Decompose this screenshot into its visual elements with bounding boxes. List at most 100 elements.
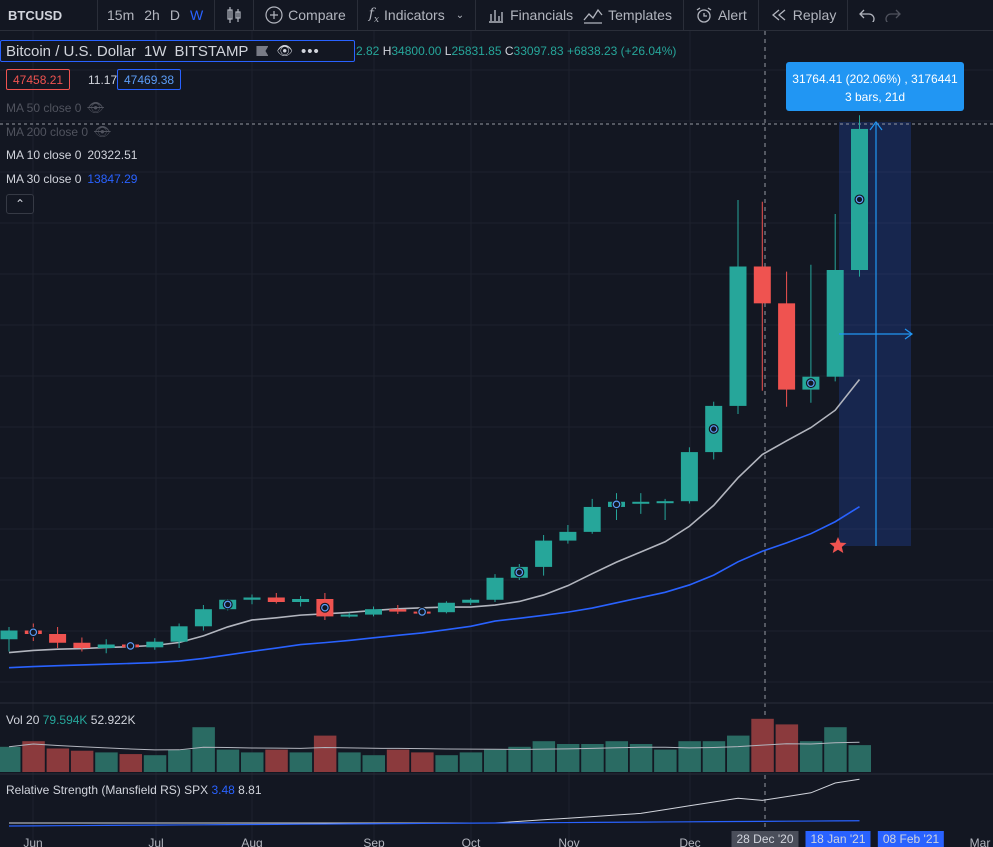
volume-bar [362,755,385,772]
chart-type-group [215,0,255,30]
range-start-label: 18 Jan '21 [805,831,871,847]
indicator-value: 20322.51 [87,148,138,162]
volume-bar [775,724,799,772]
candles-icon[interactable] [221,0,247,30]
x-tick-label: Oct [461,836,481,847]
candle-body [292,599,310,602]
candle-body [340,614,358,617]
indicator-label: MA 200 close 0 [6,125,89,139]
chart-canvas[interactable] [0,31,993,847]
event-markers [28,194,865,651]
event-marker [807,379,815,387]
event-marker-dot [226,603,229,606]
low-key: L [444,44,452,58]
undo-icon[interactable] [854,0,880,30]
spread-value: 11.17 [88,72,118,87]
interval-2h[interactable]: 2h [144,7,160,23]
interval-15m[interactable]: 15m [107,7,135,23]
candle-body [729,266,747,406]
indicator-ma10[interactable]: MA 10 close 0 20322.51 [6,148,137,162]
replay-button[interactable]: Replay [765,0,842,30]
indicator-label: MA 30 close 0 [6,172,82,186]
replay-group: Replay [759,0,849,30]
eye-off-icon[interactable]: 👁 [94,124,111,139]
volume-bar [143,755,167,772]
low-value: 25831.85 [451,44,502,58]
plus-circle-icon [265,6,283,24]
templates-button[interactable]: Templates [578,0,677,30]
candle-body [267,597,285,602]
fx-icon: fx [368,5,380,25]
eye-icon[interactable]: 👁 [276,43,293,58]
indicators-button[interactable]: fx Indicators ⌄ [364,0,469,30]
volume-bar [95,752,118,772]
compare-label: Compare [288,7,346,23]
volume-bar [654,749,677,772]
buy-price-button[interactable]: 47469.38 [117,69,182,90]
measure-arrow-head-up [869,121,883,131]
close-value: 33097.83 [513,44,564,58]
alert-button[interactable]: Alert [690,0,752,30]
candle-body [656,501,674,504]
compare-button[interactable]: Compare [260,0,351,30]
measure-tooltip: 31764.41 (202.06%) , 3176441 3 bars, 21d [786,62,964,111]
event-marker [321,603,329,612]
volume-bar [459,752,483,772]
volume-label: Vol 20 [6,713,40,727]
rs-zero-line [8,820,860,827]
flag-icon[interactable] [256,46,269,56]
indicator-ma30[interactable]: MA 30 close 0 13847.29 [6,172,137,186]
volume-bar [338,752,361,772]
sell-price-button[interactable]: 47458.21 [6,69,71,90]
chevron-down-icon[interactable]: ⌄ [455,9,465,21]
replay-label: Replay [792,7,837,23]
candle-body [389,609,407,612]
financials-button[interactable]: Financials [482,0,578,30]
candle-body [243,597,261,600]
volume-bar [192,727,215,772]
legend-exchange: BITSTAMP [174,42,249,60]
candle-body [583,506,601,532]
more-icon[interactable]: ••• [300,42,320,60]
indicators-group: fx Indicators ⌄ [358,0,477,30]
indicator-ma200[interactable]: MA 200 close 0 👁 [6,124,111,140]
interval-d[interactable]: D [169,7,180,23]
candle-body [535,540,553,567]
event-marker-dot [615,503,618,506]
rewind-icon [771,9,786,21]
event-marker-dot [420,610,424,614]
change-value: +6838.23 (+26.04%) [566,44,677,58]
candle-body [49,634,67,643]
volume-bar [265,749,288,772]
eye-off-icon[interactable]: 👁 [87,100,104,115]
candle-body [194,609,212,627]
redo-icon[interactable] [880,0,906,30]
volume-bar [411,752,434,772]
rs-symbol: SPX [184,783,209,797]
measure-arrow-head-right [904,328,914,340]
volume-bar [556,744,580,772]
indicator-ma50[interactable]: MA 50 close 0 👁 [6,100,104,116]
interval-w[interactable]: W [189,7,204,23]
high-value: 34800.00 [391,44,442,58]
event-marker-dot [323,606,327,609]
indicator-label: MA 10 close 0 [6,148,82,162]
interval-group: 15m 2h D W [98,0,216,30]
volume-legend[interactable]: Vol 20 79.594K 52.922K [6,713,136,727]
volume-bar [727,735,750,772]
symbol-legend[interactable]: Bitcoin / U.S. Dollar 1W BITSTAMP 👁 ••• [0,40,355,62]
bar-chart-icon [489,10,504,23]
financials-group: Financials Templates [476,0,684,30]
top-toolbar: BTCUSD 15m 2h D W Compare fx Indicators … [0,0,993,31]
event-marker [418,608,426,616]
candle-body [826,270,844,377]
ma10-line [8,378,861,654]
rs-legend[interactable]: Relative Strength (Mansfield RS) SPX 3.4… [6,783,262,797]
indicator-value: 13847.29 [87,172,138,186]
legend-interval: 1W [144,42,167,60]
symbol-title: Bitcoin / U.S. Dollar [6,42,137,60]
collapse-legend-button[interactable]: ⌃ [6,194,34,214]
event-marker [223,600,232,609]
rs-value-2: 8.81 [238,783,262,797]
symbol-search[interactable]: BTCUSD [0,0,98,30]
